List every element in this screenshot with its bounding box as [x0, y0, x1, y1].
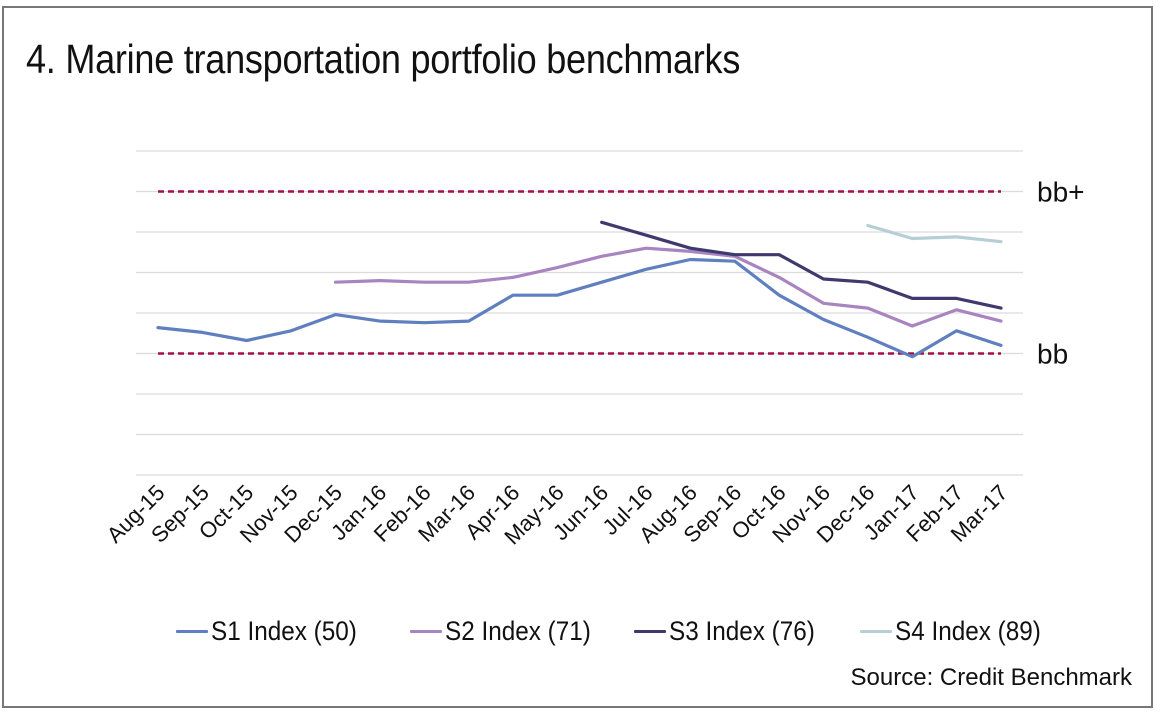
- chart-title: 4. Marine transportation portfolio bench…: [26, 36, 741, 82]
- legend-swatch: [410, 630, 442, 633]
- legend-label: S3 Index (76): [669, 616, 815, 646]
- legend-item-s1: S1 Index (50): [176, 616, 373, 647]
- reference-labels: bb+ bb: [1037, 177, 1085, 370]
- legend-item-s4: S4 Index (89): [860, 616, 1057, 647]
- series-line-s3: [600, 220, 1003, 310]
- legend-label: S2 Index (71): [445, 616, 591, 646]
- chart-frame: [2, 6, 1153, 708]
- series-line-s1: [156, 257, 1003, 359]
- series-lines: [156, 220, 1003, 359]
- legend-item-s3: S3 Index (76): [634, 616, 831, 647]
- reference-lines: [158, 190, 1001, 355]
- legend-swatch: [176, 630, 208, 633]
- x-tick-labels: Aug-15Sep-15Oct-15Nov-15Dec-15Jan-16Feb-…: [102, 480, 1013, 550]
- legend-swatch: [860, 630, 892, 633]
- reference-label-bb-plus: bb+: [1037, 177, 1085, 208]
- legend-label: S4 Index (89): [895, 616, 1041, 646]
- gridlines: [136, 150, 1023, 476]
- series-line-s4: [866, 223, 1003, 244]
- series-line-s2: [333, 246, 1003, 328]
- legend-swatch: [634, 630, 666, 633]
- legend-item-s2: S2 Index (71): [410, 616, 607, 647]
- reference-label-bb: bb: [1037, 339, 1068, 370]
- legend: S1 Index (50) S2 Index (71) S3 Index (76) S…: [0, 616, 1160, 656]
- legend-label: S1 Index (50): [211, 616, 357, 646]
- source-note: Source: Credit Benchmark: [850, 664, 1132, 691]
